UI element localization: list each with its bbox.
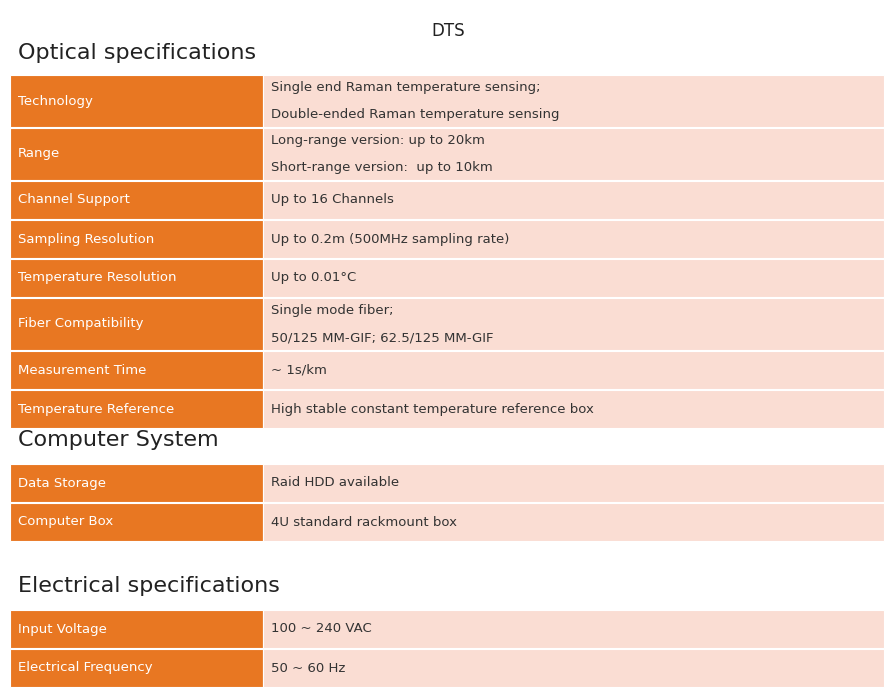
- Bar: [263, 464, 884, 502]
- Bar: [263, 351, 884, 389]
- Bar: [263, 298, 884, 350]
- Text: Technology: Technology: [18, 94, 93, 108]
- Text: Long-range version: up to 20km: Long-range version: up to 20km: [271, 134, 485, 147]
- Bar: [10, 298, 263, 350]
- Text: Double-ended Raman temperature sensing: Double-ended Raman temperature sensing: [271, 108, 559, 121]
- Bar: [10, 649, 263, 687]
- Bar: [263, 610, 884, 648]
- Text: Data Storage: Data Storage: [18, 477, 106, 489]
- Bar: [263, 181, 884, 219]
- Bar: [263, 503, 884, 541]
- Text: Electrical Frequency: Electrical Frequency: [18, 661, 152, 675]
- Text: 50 ~ 60 Hz: 50 ~ 60 Hz: [271, 661, 345, 675]
- Bar: [10, 220, 263, 258]
- Text: 4U standard rackmount box: 4U standard rackmount box: [271, 515, 457, 528]
- Text: Sampling Resolution: Sampling Resolution: [18, 233, 154, 245]
- Text: 100 ~ 240 VAC: 100 ~ 240 VAC: [271, 623, 372, 635]
- Text: Single mode fiber;: Single mode fiber;: [271, 304, 393, 317]
- Text: Temperature Reference: Temperature Reference: [18, 403, 174, 415]
- Text: DTS: DTS: [431, 22, 465, 40]
- Bar: [10, 610, 263, 648]
- Text: Fiber Compatibility: Fiber Compatibility: [18, 317, 143, 331]
- Bar: [10, 390, 263, 428]
- Text: Input Voltage: Input Voltage: [18, 623, 107, 635]
- Text: Short-range version:  up to 10km: Short-range version: up to 10km: [271, 161, 493, 174]
- Bar: [263, 259, 884, 297]
- Text: Electrical specifications: Electrical specifications: [18, 576, 280, 596]
- Text: ~ 1s/km: ~ 1s/km: [271, 363, 327, 377]
- Text: Up to 0.2m (500MHz sampling rate): Up to 0.2m (500MHz sampling rate): [271, 233, 509, 245]
- Bar: [263, 220, 884, 258]
- Bar: [10, 503, 263, 541]
- Text: Channel Support: Channel Support: [18, 194, 130, 206]
- Text: Computer System: Computer System: [18, 430, 219, 450]
- Bar: [263, 649, 884, 687]
- Text: Up to 0.01°C: Up to 0.01°C: [271, 271, 357, 284]
- Text: Optical specifications: Optical specifications: [18, 43, 256, 63]
- Bar: [263, 390, 884, 428]
- Bar: [10, 75, 263, 127]
- Text: High stable constant temperature reference box: High stable constant temperature referen…: [271, 403, 594, 415]
- Text: Temperature Resolution: Temperature Resolution: [18, 271, 177, 284]
- Bar: [263, 128, 884, 180]
- Text: Raid HDD available: Raid HDD available: [271, 477, 399, 489]
- Bar: [10, 259, 263, 297]
- Text: Range: Range: [18, 147, 60, 161]
- Text: Computer Box: Computer Box: [18, 515, 113, 528]
- Text: Single end Raman temperature sensing;: Single end Raman temperature sensing;: [271, 81, 540, 94]
- Bar: [263, 75, 884, 127]
- Bar: [10, 181, 263, 219]
- Text: Up to 16 Channels: Up to 16 Channels: [271, 194, 394, 206]
- Bar: [10, 128, 263, 180]
- Text: 50/125 MM-GIF; 62.5/125 MM-GIF: 50/125 MM-GIF; 62.5/125 MM-GIF: [271, 331, 494, 344]
- Bar: [10, 351, 263, 389]
- Text: Measurement Time: Measurement Time: [18, 363, 146, 377]
- Bar: [10, 464, 263, 502]
